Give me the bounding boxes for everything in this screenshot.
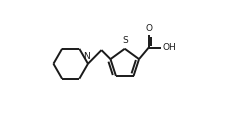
Text: OH: OH — [162, 43, 176, 52]
Text: O: O — [145, 24, 152, 33]
Text: N: N — [83, 52, 90, 61]
Text: S: S — [122, 36, 128, 45]
